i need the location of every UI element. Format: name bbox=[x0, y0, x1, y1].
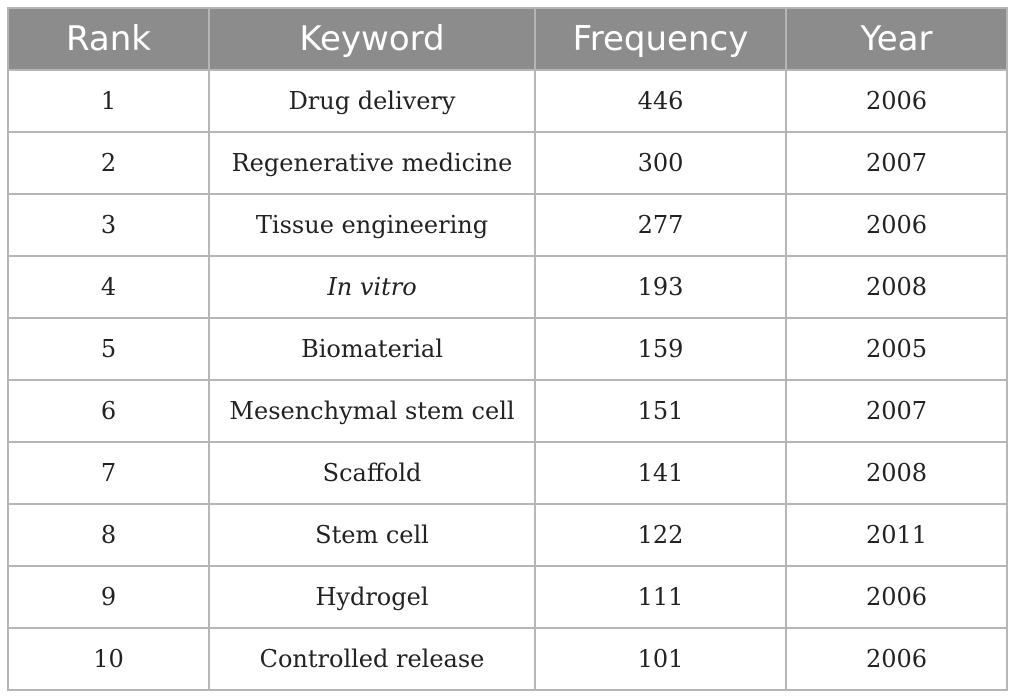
cell-year: 2006 bbox=[785, 193, 1008, 257]
cell-rank: 9 bbox=[7, 565, 210, 629]
cell-year: 2006 bbox=[785, 565, 1008, 629]
keyword-frequency-table: Rank Keyword Frequency Year 1 Drug deliv… bbox=[7, 7, 1008, 691]
table-body: 1 Drug delivery 446 2006 2 Regenerative … bbox=[7, 69, 1008, 691]
cell-year: 2006 bbox=[785, 69, 1008, 133]
cell-frequency: 277 bbox=[534, 193, 787, 257]
cell-year: 2008 bbox=[785, 255, 1008, 319]
cell-keyword: In vitro bbox=[208, 255, 536, 319]
cell-year: 2006 bbox=[785, 627, 1008, 691]
cell-frequency: 151 bbox=[534, 379, 787, 443]
cell-frequency: 122 bbox=[534, 503, 787, 567]
cell-keyword: Hydrogel bbox=[208, 565, 536, 629]
cell-rank: 6 bbox=[7, 379, 210, 443]
table-row: 2 Regenerative medicine 300 2007 bbox=[7, 131, 1008, 195]
cell-frequency: 300 bbox=[534, 131, 787, 195]
cell-rank: 5 bbox=[7, 317, 210, 381]
cell-year: 2005 bbox=[785, 317, 1008, 381]
cell-keyword: Stem cell bbox=[208, 503, 536, 567]
cell-keyword: Scaffold bbox=[208, 441, 536, 505]
table-row: 4 In vitro 193 2008 bbox=[7, 255, 1008, 319]
cell-frequency: 101 bbox=[534, 627, 787, 691]
table-row: 10 Controlled release 101 2006 bbox=[7, 627, 1008, 691]
cell-keyword: Biomaterial bbox=[208, 317, 536, 381]
table-row: 1 Drug delivery 446 2006 bbox=[7, 69, 1008, 133]
table-row: 9 Hydrogel 111 2006 bbox=[7, 565, 1008, 629]
table-row: 5 Biomaterial 159 2005 bbox=[7, 317, 1008, 381]
cell-rank: 3 bbox=[7, 193, 210, 257]
cell-keyword: Drug delivery bbox=[208, 69, 536, 133]
header-year: Year bbox=[785, 7, 1008, 71]
cell-keyword: Mesenchymal stem cell bbox=[208, 379, 536, 443]
cell-frequency: 141 bbox=[534, 441, 787, 505]
table-row: 3 Tissue engineering 277 2006 bbox=[7, 193, 1008, 257]
cell-rank: 2 bbox=[7, 131, 210, 195]
table-row: 6 Mesenchymal stem cell 151 2007 bbox=[7, 379, 1008, 443]
cell-year: 2011 bbox=[785, 503, 1008, 567]
cell-year: 2007 bbox=[785, 379, 1008, 443]
cell-keyword: Controlled release bbox=[208, 627, 536, 691]
cell-keyword: Regenerative medicine bbox=[208, 131, 536, 195]
cell-frequency: 446 bbox=[534, 69, 787, 133]
header-keyword: Keyword bbox=[208, 7, 536, 71]
table-row: 8 Stem cell 122 2011 bbox=[7, 503, 1008, 567]
cell-rank: 4 bbox=[7, 255, 210, 319]
cell-frequency: 193 bbox=[534, 255, 787, 319]
cell-rank: 10 bbox=[7, 627, 210, 691]
table-header: Rank Keyword Frequency Year bbox=[7, 7, 1008, 71]
header-row: Rank Keyword Frequency Year bbox=[7, 7, 1008, 71]
cell-year: 2008 bbox=[785, 441, 1008, 505]
cell-year: 2007 bbox=[785, 131, 1008, 195]
header-rank: Rank bbox=[7, 7, 210, 71]
cell-rank: 8 bbox=[7, 503, 210, 567]
cell-rank: 7 bbox=[7, 441, 210, 505]
cell-frequency: 111 bbox=[534, 565, 787, 629]
table-row: 7 Scaffold 141 2008 bbox=[7, 441, 1008, 505]
header-frequency: Frequency bbox=[534, 7, 787, 71]
cell-keyword: Tissue engineering bbox=[208, 193, 536, 257]
keyword-table-container: Rank Keyword Frequency Year 1 Drug deliv… bbox=[7, 7, 1008, 691]
cell-rank: 1 bbox=[7, 69, 210, 133]
cell-frequency: 159 bbox=[534, 317, 787, 381]
